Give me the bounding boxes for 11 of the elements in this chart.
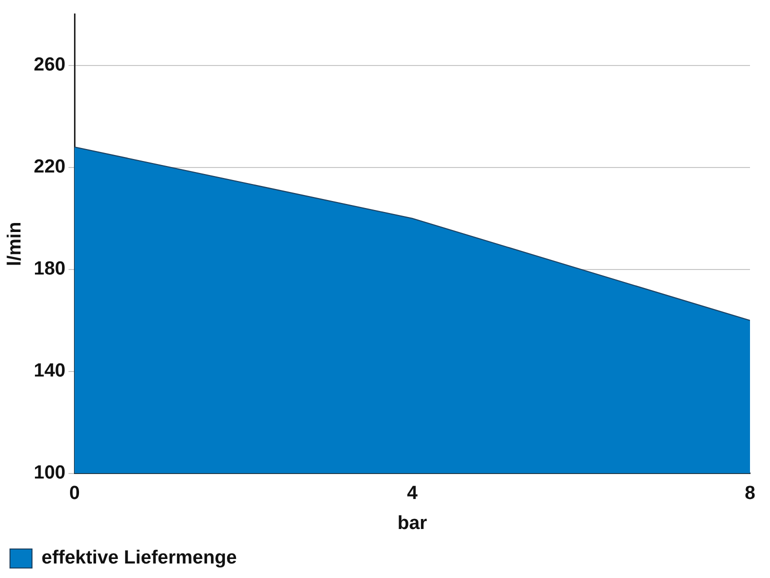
y-tick-label: 260 [34, 54, 66, 76]
x-tick-label: 4 [406, 483, 418, 504]
y-tick-label: 220 [34, 156, 66, 178]
y-tick-label: 100 [34, 462, 66, 484]
legend-label: effektive Liefermenge [42, 548, 237, 569]
y-tick-label: 140 [34, 360, 66, 382]
y-tick-label: 180 [34, 258, 66, 280]
x-axis-title: bar [397, 512, 428, 534]
x-tick-label: 8 [744, 483, 756, 504]
x-tick-label: 0 [69, 483, 80, 504]
y-axis-title: l/min [4, 222, 26, 266]
